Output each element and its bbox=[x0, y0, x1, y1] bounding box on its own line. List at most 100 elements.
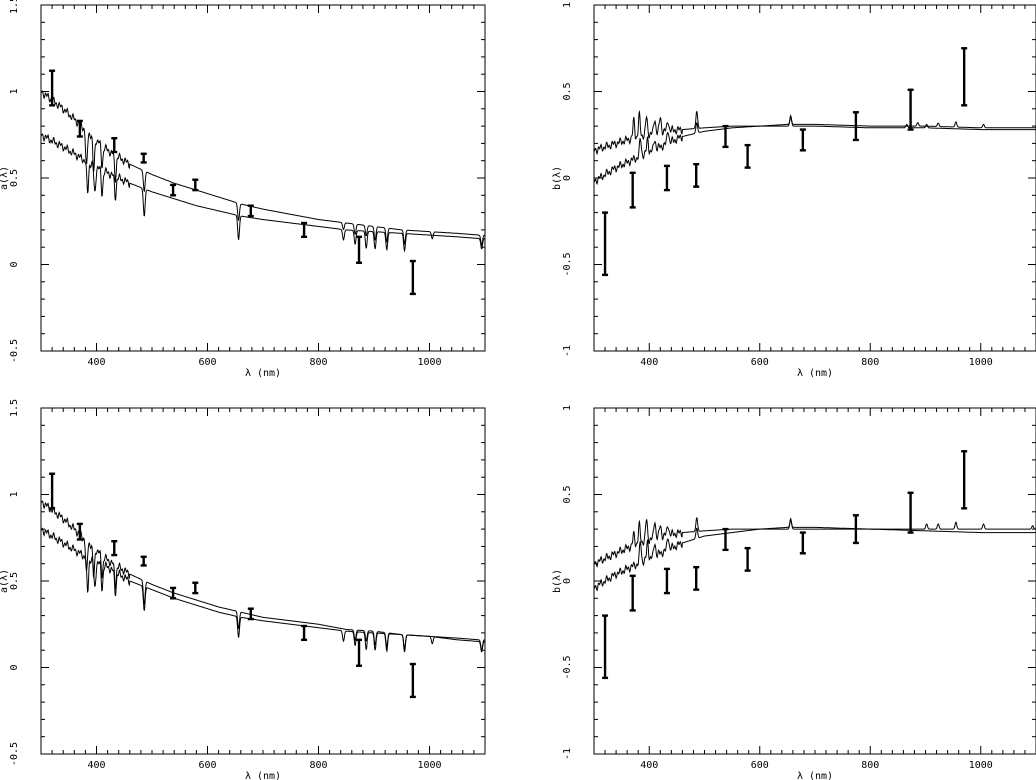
error-bar bbox=[247, 204, 254, 218]
error-bar bbox=[247, 607, 254, 621]
error-bar bbox=[693, 162, 700, 188]
error-bar bbox=[356, 638, 363, 667]
plot-frame bbox=[593, 407, 1036, 755]
panel-bottom-left: 400 600 800 1000 -0.5 0 0.5 1 1.5 λ (nm) a(λ) bbox=[0, 399, 486, 780]
y-tick-label: -0.5 bbox=[9, 742, 20, 766]
error-bar bbox=[140, 555, 147, 567]
error-bar bbox=[907, 88, 914, 131]
panel-top-right: 400 600 800 1000 -1 -0.5 0 0.5 1 λ (nm) b(λ) bbox=[552, 2, 1036, 379]
y-tick-label: 1 bbox=[9, 491, 20, 497]
y-axis-label: a(λ) bbox=[0, 166, 10, 190]
series-line-1 bbox=[594, 517, 1036, 568]
x-tick-label: 400 bbox=[640, 760, 658, 771]
error-bar bbox=[629, 574, 636, 612]
plot-frame bbox=[40, 407, 486, 755]
x-tick-label: 600 bbox=[198, 760, 216, 771]
x-tick-label: 400 bbox=[87, 357, 105, 368]
y-tick-label: 1 bbox=[9, 88, 20, 94]
error-bar bbox=[722, 527, 729, 552]
error-bar bbox=[49, 69, 56, 107]
series-line-2 bbox=[41, 527, 485, 653]
y-tick-label: 1 bbox=[562, 405, 573, 411]
panel-top-left: 400 600 800 1000 -0.5 0 0.5 1 1.5 λ (nm) a(λ) bbox=[0, 0, 486, 379]
series-line-1 bbox=[41, 500, 485, 651]
y-tick-label: 1 bbox=[562, 2, 573, 8]
error-bar bbox=[111, 540, 118, 557]
y-tick-label: 0.5 bbox=[9, 572, 20, 590]
x-tick-label: 600 bbox=[198, 357, 216, 368]
y-tick-label: 1.5 bbox=[9, 399, 20, 417]
x-axis-label: λ (nm) bbox=[797, 368, 833, 379]
y-tick-label: 0.5 bbox=[562, 485, 573, 503]
y-tick-label: -1 bbox=[562, 748, 573, 760]
x-tick-label: 800 bbox=[861, 357, 879, 368]
x-tick-label: 400 bbox=[87, 760, 105, 771]
series-line-2 bbox=[594, 116, 1036, 185]
error-bar bbox=[722, 124, 729, 149]
series-line-2 bbox=[41, 133, 485, 253]
panel-bottom-right: 400 600 800 1000 -1 -0.5 0 0.5 1 λ (nm) b(λ) bbox=[552, 405, 1036, 780]
x-tick-label: 800 bbox=[861, 760, 879, 771]
error-bar bbox=[852, 111, 859, 142]
error-bar bbox=[629, 171, 636, 209]
error-bar bbox=[852, 514, 859, 545]
x-tick-label: 1000 bbox=[417, 760, 441, 771]
error-bar bbox=[192, 581, 199, 595]
x-axis-label: λ (nm) bbox=[245, 368, 281, 379]
x-tick-label: 1000 bbox=[969, 357, 993, 368]
error-bar bbox=[744, 546, 751, 572]
y-tick-label: 0 bbox=[9, 664, 20, 670]
series-line-1 bbox=[594, 109, 1036, 155]
x-tick-label: 1000 bbox=[417, 357, 441, 368]
error-bar bbox=[693, 565, 700, 591]
error-bar bbox=[799, 531, 806, 555]
error-bar bbox=[799, 128, 806, 152]
error-bar bbox=[663, 164, 670, 192]
error-bar bbox=[602, 211, 609, 277]
error-bar bbox=[961, 450, 968, 510]
error-bar bbox=[192, 178, 199, 192]
y-tick-label: 0 bbox=[9, 261, 20, 267]
x-tick-label: 800 bbox=[309, 357, 327, 368]
y-tick-label: 0 bbox=[562, 175, 573, 181]
error-bar bbox=[301, 624, 308, 642]
series-line-2 bbox=[594, 519, 1036, 592]
error-bar bbox=[744, 143, 751, 169]
error-bar bbox=[409, 259, 416, 296]
error-bar bbox=[602, 614, 609, 680]
y-tick-label: -1 bbox=[562, 345, 573, 357]
y-axis-label: b(λ) bbox=[552, 166, 563, 190]
error-bar bbox=[663, 567, 670, 595]
x-axis-label: λ (nm) bbox=[797, 771, 833, 780]
series-line-1 bbox=[41, 90, 485, 246]
error-bar bbox=[301, 221, 308, 239]
error-bar bbox=[356, 235, 363, 264]
y-tick-label: -0.5 bbox=[562, 655, 573, 679]
y-tick-label: -0.5 bbox=[9, 339, 20, 363]
error-bar bbox=[961, 47, 968, 107]
error-bar bbox=[49, 472, 56, 510]
y-tick-label: -0.5 bbox=[562, 252, 573, 276]
x-tick-label: 1000 bbox=[969, 760, 993, 771]
y-tick-label: 0.5 bbox=[9, 169, 20, 187]
y-axis-label: a(λ) bbox=[0, 569, 10, 593]
x-tick-label: 600 bbox=[751, 357, 769, 368]
y-tick-label: 0 bbox=[562, 578, 573, 584]
x-tick-label: 800 bbox=[309, 760, 327, 771]
y-axis-label: b(λ) bbox=[552, 569, 563, 593]
x-tick-label: 400 bbox=[640, 357, 658, 368]
plot-frame bbox=[40, 4, 486, 352]
error-bar bbox=[140, 152, 147, 164]
plot-frame bbox=[593, 4, 1036, 352]
y-tick-label: 0.5 bbox=[562, 82, 573, 100]
error-bar bbox=[907, 491, 914, 534]
x-axis-label: λ (nm) bbox=[245, 771, 281, 780]
error-bar bbox=[111, 137, 118, 154]
x-tick-label: 600 bbox=[751, 760, 769, 771]
error-bar bbox=[409, 662, 416, 699]
error-bar bbox=[76, 522, 83, 541]
error-bar bbox=[170, 586, 177, 600]
error-bar bbox=[170, 183, 177, 197]
y-tick-label: 1.5 bbox=[9, 0, 20, 14]
